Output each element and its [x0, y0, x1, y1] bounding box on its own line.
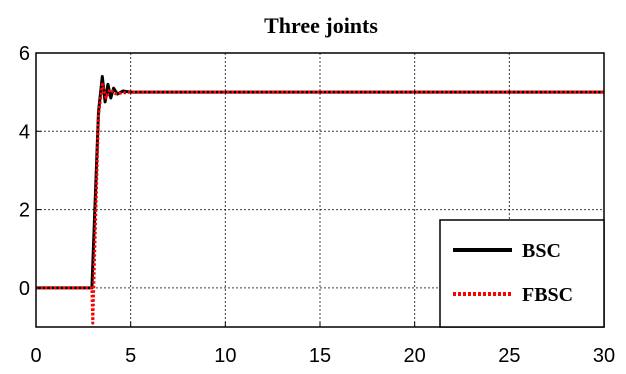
y-tick-label: 2 [19, 200, 30, 222]
legend: BSC FBSC [439, 219, 605, 328]
legend-label-fbsc: FBSC [522, 284, 573, 306]
x-tick-label: 0 [30, 345, 41, 367]
x-tick-label: 15 [309, 345, 331, 367]
y-tick-label: 0 [19, 278, 30, 300]
plot-lines [36, 75, 604, 325]
x-tick-label: 20 [404, 345, 426, 367]
y-tick-label: 6 [19, 43, 30, 65]
legend-label-bsc: BSC [522, 240, 561, 262]
chart-title: Three joints [264, 13, 378, 38]
x-tick-label: 30 [593, 345, 615, 367]
x-tick-label: 5 [125, 345, 136, 367]
legend-box [439, 219, 605, 328]
y-tick-label: 4 [19, 121, 30, 143]
x-tick-label: 10 [214, 345, 236, 367]
series-line-fbsc [36, 82, 604, 325]
axis-ticks: 0 5 10 15 20 25 30 0 2 4 6 [19, 43, 615, 367]
x-tick-label: 25 [498, 345, 520, 367]
